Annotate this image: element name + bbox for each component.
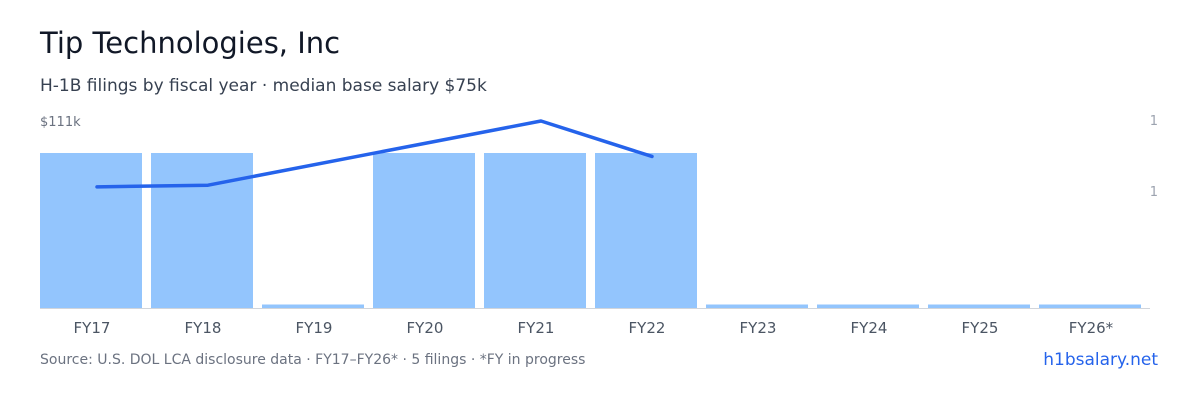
bar-fy19 xyxy=(262,304,364,309)
bar-fy26 xyxy=(1039,304,1141,309)
x-tick-label: FY23 xyxy=(740,319,777,337)
x-tick-label: FY26* xyxy=(1069,319,1114,337)
bar-fy25 xyxy=(928,304,1030,309)
x-tick-label: FY19 xyxy=(296,319,333,337)
left-axis-tick-label: $111k xyxy=(40,115,81,130)
chart-title: Tip Technologies, Inc xyxy=(40,26,341,60)
x-tick-label: FY17 xyxy=(74,319,111,337)
chart-subtitle: H-1B filings by fiscal year · median bas… xyxy=(40,76,487,96)
salary-line xyxy=(95,119,654,189)
bar-fy23 xyxy=(706,304,808,309)
x-tick-label: FY18 xyxy=(185,319,222,337)
right-axis-tick-label: 1 xyxy=(1150,114,1158,129)
bar-fy18 xyxy=(151,153,253,309)
bar-fy21 xyxy=(484,153,586,309)
x-tick-label: FY25 xyxy=(962,319,999,337)
source-note: Source: U.S. DOL LCA disclosure data · F… xyxy=(40,352,586,368)
x-tick-label: FY22 xyxy=(629,319,666,337)
bar-fy17 xyxy=(40,153,142,309)
site-link[interactable]: h1bsalary.net xyxy=(1043,350,1158,370)
bar-fy22 xyxy=(595,153,697,309)
x-tick-label: FY21 xyxy=(518,319,555,337)
bar-fy20 xyxy=(373,153,475,309)
right-axis-tick-label: 1 xyxy=(1150,185,1158,200)
x-tick-label: FY20 xyxy=(407,319,444,337)
bar-fy24 xyxy=(817,304,919,309)
x-tick-label: FY24 xyxy=(851,319,888,337)
